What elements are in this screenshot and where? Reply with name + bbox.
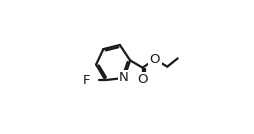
Text: N: N [119,71,129,85]
Text: F: F [83,74,91,87]
Text: O: O [150,53,160,66]
Text: O: O [137,73,148,86]
